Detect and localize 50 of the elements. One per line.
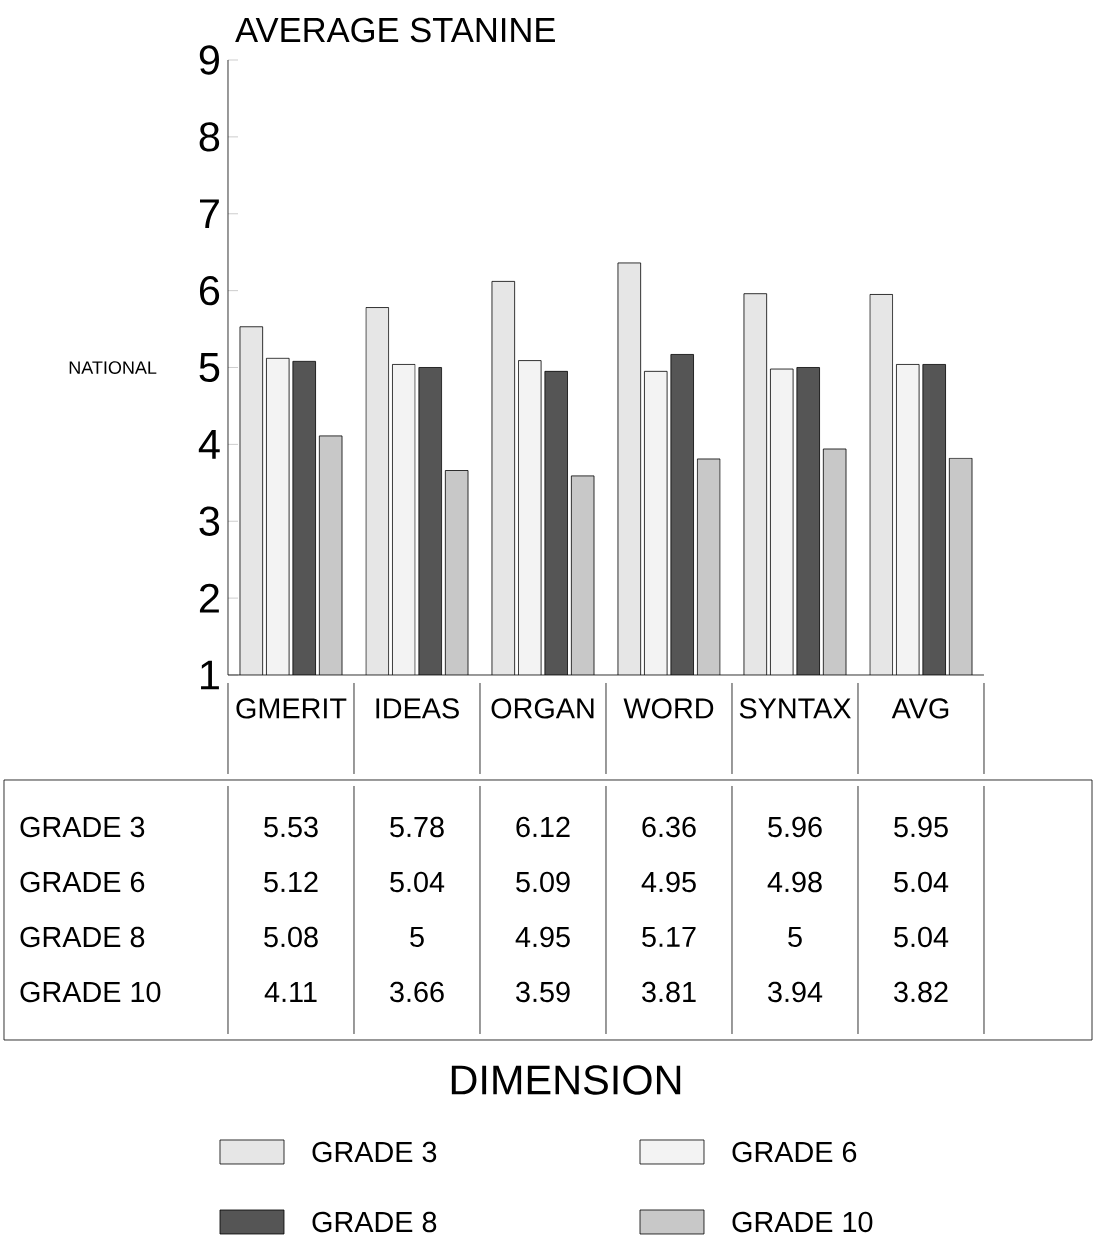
data-label: 5.17 — [642, 926, 696, 948]
y-tick-label: 7 — [200, 199, 219, 229]
data-label: 3.94 — [768, 981, 823, 1003]
data-label: 5.04 — [390, 871, 445, 893]
data-label: 4.11 — [264, 982, 317, 1002]
x-tick-label: IDEAS — [376, 698, 459, 719]
data-label: 4.95 — [515, 926, 570, 948]
data-label: 4.98 — [767, 871, 822, 893]
legend-label: GRADE 10 — [732, 1211, 873, 1233]
legend-label: GRADE 6 — [732, 1141, 857, 1163]
text: GRADE 8 — [20, 926, 145, 948]
text: NATIONAL — [69, 361, 157, 374]
y-tick-label: 4 — [198, 430, 220, 459]
data-label: 5.53 — [264, 816, 318, 838]
x-tick-label: SYNTAX — [739, 698, 851, 719]
data-label: 6.12 — [516, 816, 570, 838]
data-label: 3.82 — [894, 981, 948, 1003]
x-tick-label: AVG — [891, 698, 949, 719]
data-label: 5.78 — [390, 816, 444, 838]
data-label: 3.59 — [516, 981, 570, 1003]
data-label: 5.04 — [894, 871, 949, 893]
data-label: 5.09 — [516, 871, 570, 893]
text: GRADE 10 — [20, 981, 161, 1003]
y-tick-label: 1 — [201, 660, 219, 690]
y-tick-label: 3 — [199, 506, 220, 536]
data-label: 5.95 — [894, 816, 948, 838]
x-tick-label: ORGAN — [491, 698, 594, 719]
text: DIMENSION — [451, 1065, 681, 1095]
data-label: 5.04 — [894, 926, 949, 948]
data-label: 5.12 — [264, 871, 318, 893]
legend-label: GRADE 3 — [312, 1141, 437, 1163]
legend-label: GRADE 8 — [312, 1211, 437, 1233]
text: GRADE 6 — [20, 871, 145, 893]
data-label: 5.08 — [264, 926, 318, 948]
y-axis-title: AVERAGE STANINE — [235, 17, 555, 43]
data-label: 5.96 — [768, 816, 822, 838]
text: GRADE 3 — [20, 816, 145, 838]
x-tick-label: WORD — [623, 698, 714, 719]
y-tick-label: 8 — [199, 122, 220, 152]
data-label: 5 — [788, 926, 802, 948]
x-tick-label: GMERIT — [236, 698, 347, 719]
y-tick-label: 2 — [199, 583, 219, 613]
y-tick-label: 9 — [199, 45, 219, 75]
data-label: 4.95 — [641, 871, 696, 893]
data-label: 5 — [410, 926, 424, 948]
y-tick-label: 5 — [199, 353, 220, 382]
y-tick-label: 6 — [199, 275, 220, 306]
data-label: 3.66 — [390, 981, 444, 1003]
data-label: 3.81 — [642, 981, 696, 1003]
data-label: 6.36 — [642, 816, 696, 838]
